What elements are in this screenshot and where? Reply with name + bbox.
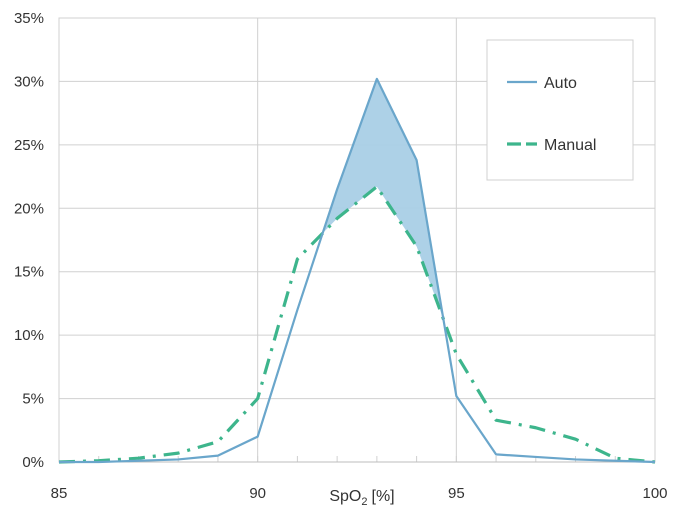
y-tick-label-5: 25% (14, 137, 44, 154)
legend: Auto Manual (486, 39, 634, 181)
x-axis-title-subscript: 2 (361, 496, 367, 507)
y-tick-label-3: 15% (14, 264, 44, 281)
x-axis-title-unit: [%] (372, 488, 395, 505)
series-line-manual (58, 185, 656, 464)
legend-label-auto: Auto (544, 75, 577, 92)
fill-area-group (322, 78, 444, 319)
series-group (58, 77, 656, 464)
x-tick-label-3: 100 (642, 485, 667, 502)
x-axis-title-main: SpO (329, 488, 361, 505)
y-tick-label-2: 10% (14, 327, 44, 344)
legend-box (486, 39, 634, 181)
fill-area-0 (322, 78, 444, 319)
y-tick-label-4: 20% (14, 200, 44, 217)
y-tick-label-7: 35% (14, 10, 44, 27)
x-tick-labels: 85 90 95 100 (51, 485, 668, 502)
x-tick-label-2: 95 (448, 485, 465, 502)
x-axis-title: SpO2 [%] (329, 488, 394, 507)
x-tick-label-1: 90 (249, 485, 266, 502)
series-line-auto (59, 77, 656, 464)
y-tick-labels: 0% 5% 10% 15% 20% 25% 30% 35% (14, 10, 44, 471)
y-tick-label-1: 5% (22, 391, 44, 408)
legend-label-manual: Manual (544, 137, 596, 154)
y-tick-label-0: 0% (22, 454, 44, 471)
y-tick-label-6: 30% (14, 73, 44, 90)
x-tick-label-0: 85 (51, 485, 68, 502)
